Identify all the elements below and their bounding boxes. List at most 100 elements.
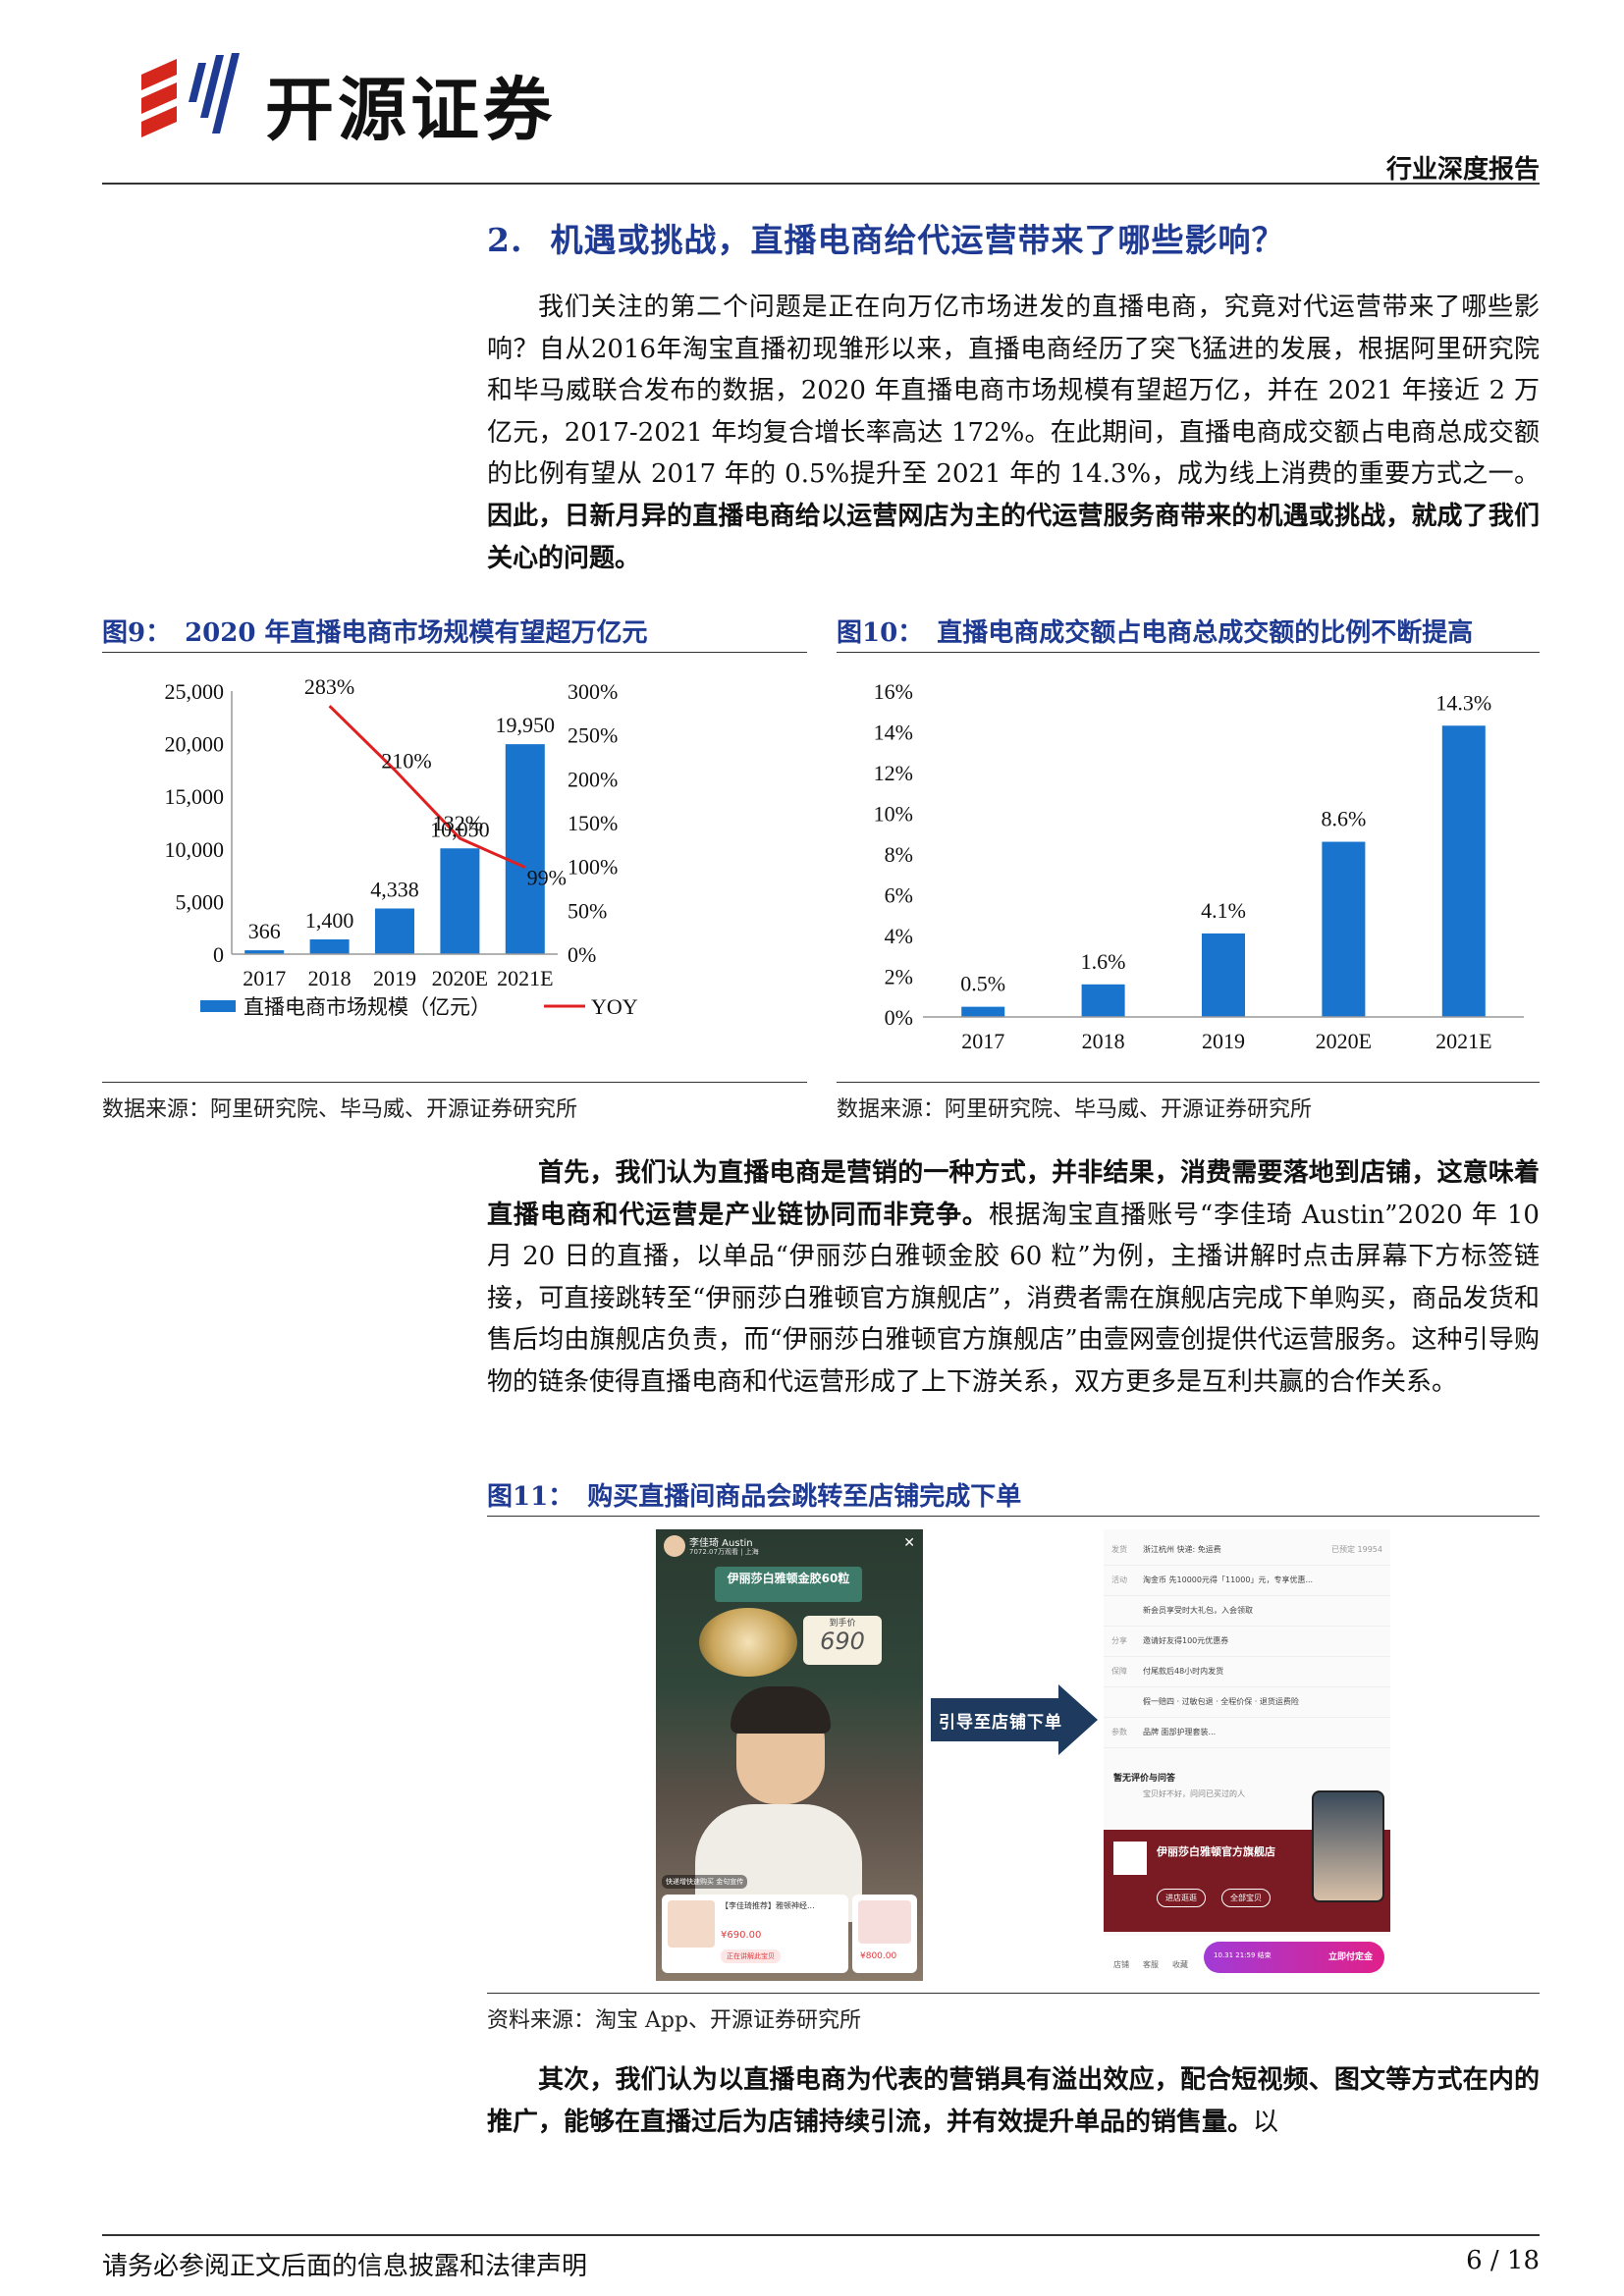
product-banner: 伊丽莎白雅顿金胶60粒 <box>715 1567 862 1602</box>
y-tick-label: 14% <box>874 721 913 745</box>
streamer-avatar <box>664 1535 685 1557</box>
favorite-tab[interactable]: 收藏 <box>1172 1960 1188 1969</box>
figure9-label: 图9： <box>102 618 172 648</box>
bar <box>1202 933 1245 1017</box>
figure11-label: 图11： <box>487 1482 574 1512</box>
company-logo <box>137 45 255 143</box>
x-tick-label: 2018 <box>1082 1029 1125 1053</box>
company-name: 开源证券 <box>265 70 556 150</box>
y-tick-label: 8% <box>885 842 913 867</box>
report-type: 行业深度报告 <box>1385 155 1540 185</box>
legend-line-label: YOY <box>591 994 638 1019</box>
bar <box>309 938 350 954</box>
figure10-title-text: 直播电商成交额占电商总成交额的比例不断提高 <box>937 618 1474 648</box>
bar <box>1081 984 1125 1017</box>
store-info-key: 发货 <box>1111 1545 1127 1554</box>
paragraph-3: 其次，我们认为以直播电商为代表的营销具有溢出效应，配合短视频、图文等方式在内的推… <box>487 2059 1540 2143</box>
bar <box>440 848 480 954</box>
bar-data-label: 19,950 <box>496 713 556 737</box>
legend-bar-label: 直播电商市场规模（亿元） <box>244 995 491 1019</box>
figure9-top-rule <box>102 652 807 653</box>
close-icon[interactable]: ✕ <box>903 1535 915 1551</box>
figure9-title-text: 2020 年直播电商市场规模有望超万亿元 <box>185 618 648 648</box>
bar-data-label: 8.6% <box>1321 807 1366 831</box>
guide-arrow-text: 引导至店铺下单 <box>939 1713 1062 1733</box>
figure10-top-rule <box>837 652 1540 653</box>
store-name: 伊丽莎白雅顿官方旗舰店 <box>1157 1845 1275 1858</box>
paragraph-2-bold: 首先，我们认为直播电商是营销的一种方式，并非结果，消费需要落地到店铺，这意味着直… <box>487 1158 1540 1230</box>
figure11-top-rule <box>487 1516 1540 1517</box>
bottom-bar: 店铺 客服 收藏 10.31 21:59 结束 立即付定金 <box>1104 1936 1390 1981</box>
bar <box>505 744 545 954</box>
bar <box>1322 841 1366 1017</box>
y-right-tick-label: 150% <box>568 811 618 835</box>
figure9-bottom-rule <box>102 1082 807 1083</box>
y-tick-label: 12% <box>874 761 913 785</box>
store-info-row[interactable]: 新会员享受时大礼包，入会领取 <box>1104 1596 1390 1627</box>
price-label: 到手价 <box>829 1619 856 1629</box>
store-tab[interactable]: 店铺 <box>1113 1960 1129 1969</box>
figure10-title: 图10： 直播电商成交额占电商总成交额的比例不断提高 <box>837 613 1473 649</box>
footer-rule <box>102 2234 1540 2236</box>
store-info-row[interactable]: 发货 浙江杭州 快递: 免运费 已预定 19954 <box>1104 1535 1390 1566</box>
paragraph-1: 我们关注的第二个问题是正在向万亿市场进发的直播电商，究竟对代运营带来了哪些影响？… <box>487 287 1540 579</box>
product-card-1-price: ¥690.00 <box>721 1930 762 1941</box>
figure9-chart: 366 1,400 4,338 10,050 19,950 283% 210% 132% 99%… <box>165 674 638 1019</box>
pay-deposit-button[interactable]: 立即付定金 <box>1327 1952 1373 1962</box>
paragraph-1-bold: 因此，日新月异的直播电商给以运营网店为主的代运营服务商带来的机遇或挑战，就成了我… <box>487 501 1540 573</box>
product-jar <box>699 1608 797 1677</box>
y-right-tick-label: 200% <box>568 767 618 791</box>
yoy-data-label: 210% <box>381 748 431 773</box>
x-tick-label: 2020E <box>1316 1029 1372 1053</box>
review-sub: 宝贝好不好，问问已买过的人 <box>1143 1789 1245 1798</box>
store-info-value: 新会员享受时大礼包，入会领取 <box>1143 1606 1253 1615</box>
store-info-row[interactable]: 活动 淘金币 先10000元得「11000」元，专享优惠... <box>1104 1566 1390 1596</box>
y-tick-label: 10% <box>874 802 913 827</box>
store-card[interactable]: 伊丽莎白雅顿官方旗舰店 进店逛逛 全部宝贝 <box>1104 1790 1390 1932</box>
figure10-bottom-rule <box>837 1082 1540 1083</box>
y-tick-label: 0% <box>885 1005 913 1030</box>
review-title: 暂无评价与问答 <box>1113 1774 1176 1784</box>
figure11-title: 图11： 购买直播间商品会跳转至店铺完成下单 <box>487 1476 1021 1513</box>
deposit-bar[interactable]: 10.31 21:59 结束 立即付定金 <box>1204 1942 1384 1973</box>
x-tick-label: 2020E <box>432 966 488 990</box>
all-items-button[interactable]: 全部宝贝 <box>1221 1889 1271 1907</box>
enter-store-button[interactable]: 进店逛逛 <box>1157 1889 1206 1907</box>
bar <box>375 908 414 954</box>
y-left-tick-label: 25,000 <box>165 679 225 704</box>
yoy-data-label: 99% <box>527 866 567 890</box>
service-tab[interactable]: 客服 <box>1143 1960 1159 1969</box>
store-info-key: 活动 <box>1111 1575 1127 1584</box>
store-info-row[interactable]: 参数 品牌 面部护理套装... <box>1104 1718 1390 1748</box>
figure11-source: 资料来源：淘宝 App、开源证券研究所 <box>487 2008 862 2033</box>
y-right-tick-label: 100% <box>568 855 618 880</box>
footer-disclaimer: 请务必参阅正文后面的信息披露和法律声明 <box>102 2252 588 2281</box>
store-info-value: 品牌 面部护理套装... <box>1143 1728 1217 1736</box>
header-rule <box>102 183 1540 185</box>
figure10-label: 图10： <box>837 618 924 648</box>
y-left-tick-label: 20,000 <box>165 732 225 757</box>
streamer-name: 李佳琦 Austin <box>689 1538 753 1549</box>
yoy-line <box>328 705 526 869</box>
explaining-button[interactable]: 正在讲解此宝贝 <box>721 1949 781 1963</box>
y-tick-label: 4% <box>885 924 913 948</box>
product-card-2[interactable]: ¥800.00 <box>852 1895 917 1973</box>
store-info-row[interactable]: 分享 邀请好友得100元优惠券 <box>1104 1627 1390 1657</box>
legend-bar-swatch <box>200 1000 236 1012</box>
y-left-tick-label: 0 <box>213 942 224 967</box>
store-info-row[interactable]: 假一赔四 · 过敏包退 · 全程价保 · 退货运费险 <box>1104 1687 1390 1718</box>
section-heading: 2. 机遇或挑战，直播电商给代运营带来了哪些影响？ <box>487 214 1284 261</box>
yoy-data-label: 283% <box>304 674 354 699</box>
x-tick-label: 2019 <box>1202 1029 1245 1053</box>
bar-data-label: 10,050 <box>430 817 490 841</box>
store-info-value: 付尾款后48小时内发货 <box>1143 1667 1224 1676</box>
price-tag: 到手价 690 <box>803 1616 882 1665</box>
x-tick-label: 2018 <box>308 966 352 990</box>
y-left-tick-label: 10,000 <box>165 837 225 862</box>
store-info-row[interactable]: 保障 付尾款后48小时内发货 <box>1104 1657 1390 1687</box>
product-card-1[interactable]: 【李佳琦推荐】雅顿神经... ¥690.00 正在讲解此宝贝 <box>662 1895 848 1973</box>
section-number: 2. <box>487 221 523 259</box>
promo-tag: 快递增快速购买 金句宣传 <box>662 1875 748 1889</box>
paragraph-2: 首先，我们认为直播电商是营销的一种方式，并非结果，消费需要落地到店铺，这意味着直… <box>487 1152 1540 1404</box>
store-logo <box>1113 1842 1147 1875</box>
